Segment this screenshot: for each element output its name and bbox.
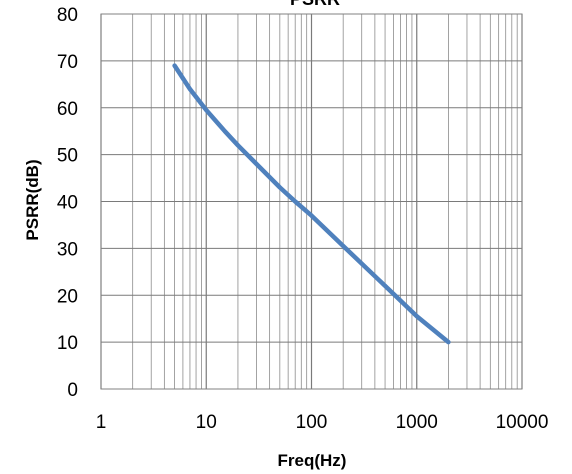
y-tick-labels: 0 10 20 30 40 50 60 70 80 (57, 5, 78, 401)
y-tick-label: 0 (67, 380, 78, 401)
y-tick-label: 50 (57, 146, 78, 167)
series-layer (172, 63, 451, 345)
chart-title: PSRR (290, 0, 340, 9)
series-line (172, 63, 451, 345)
x-tick-label: 100 (296, 412, 328, 433)
y-tick-label: 80 (57, 5, 78, 26)
plot-area (100, 13, 523, 390)
x-tick-label: 1 (96, 412, 107, 433)
x-tick-label: 10 (196, 412, 217, 433)
x-tick-label: 1000 (396, 412, 438, 433)
x-axis-label: Freq(Hz) (278, 451, 347, 470)
y-tick-label: 70 (57, 52, 78, 73)
x-tick-labels: 1 10 100 1000 10000 (96, 412, 549, 433)
y-tick-label: 40 (57, 193, 78, 214)
y-tick-label: 10 (57, 333, 78, 354)
y-tick-label: 30 (57, 239, 78, 260)
y-tick-label: 60 (57, 99, 78, 120)
x-tick-label: 10000 (496, 412, 549, 433)
y-tick-label: 20 (57, 286, 78, 307)
y-axis-label: PSRR(dB) (23, 159, 42, 240)
